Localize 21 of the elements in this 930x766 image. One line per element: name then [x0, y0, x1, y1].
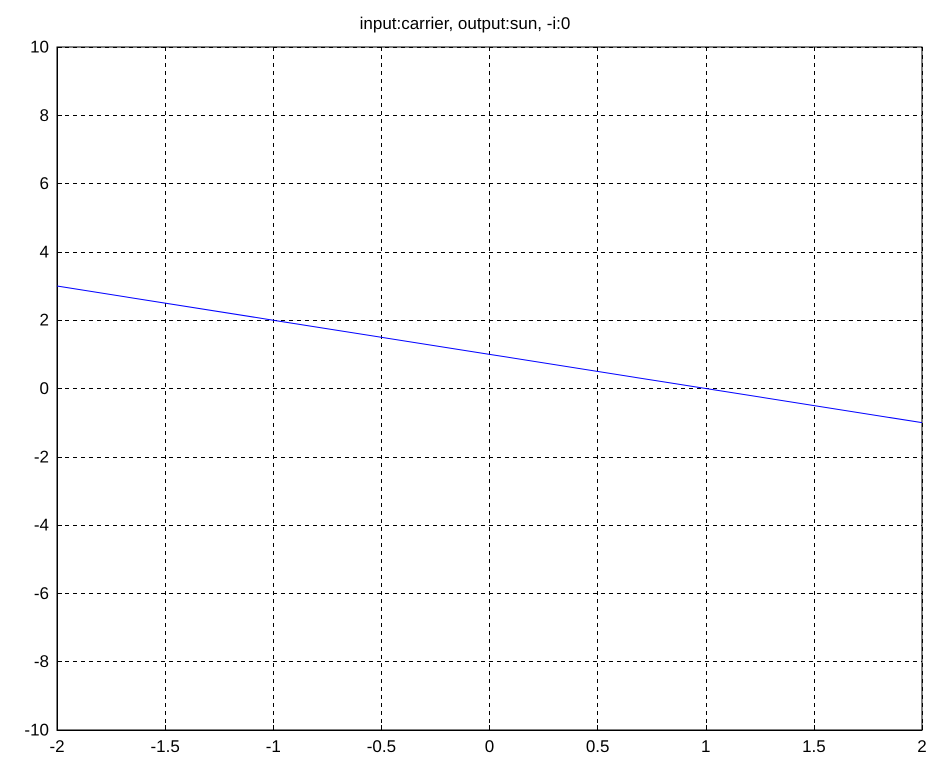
y-tick-label: -6: [34, 584, 49, 603]
y-tick-label: 8: [40, 106, 49, 125]
x-tick-label: 2: [917, 737, 927, 756]
y-tick-label: 2: [40, 310, 49, 330]
y-tick-label: 4: [40, 242, 49, 262]
x-tick-label: 0.5: [586, 737, 610, 756]
x-tick-label: -0.5: [366, 737, 396, 756]
line-series: [56, 286, 922, 424]
y-tick-label: -10: [24, 720, 49, 740]
x-tick-label: -1.5: [150, 737, 180, 756]
y-tick-label: 6: [40, 174, 49, 194]
y-tick-label: -8: [34, 652, 49, 672]
x-tick-label: -1: [266, 737, 281, 756]
x-tick-label: 0: [484, 737, 494, 756]
chart-title: input:carrier, output:sun, -i:0: [360, 14, 570, 33]
y-tick-label: 10: [30, 38, 49, 56]
x-tick-label: 1.5: [802, 737, 826, 756]
x-tick-label: 1: [701, 737, 710, 756]
y-tick-label: -2: [34, 447, 49, 466]
y-tick-label: 0: [40, 379, 49, 398]
y-tick-label: -4: [34, 516, 49, 535]
